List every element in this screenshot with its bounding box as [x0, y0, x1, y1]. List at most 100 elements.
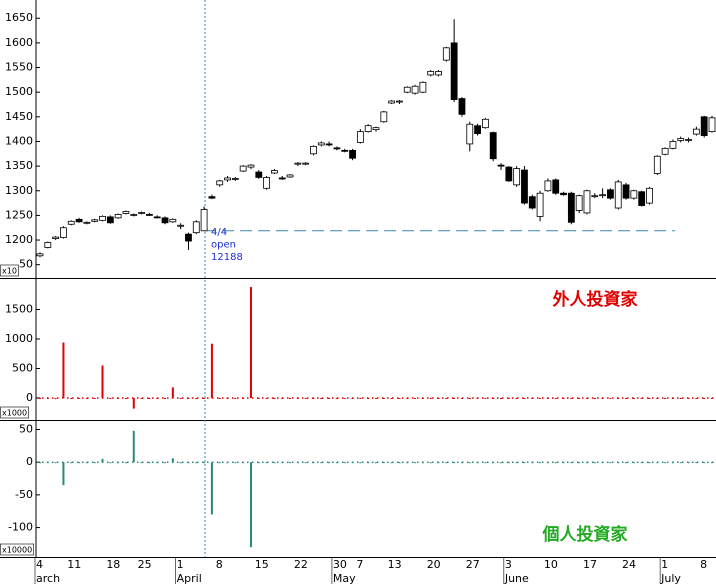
x-tick-label: 7 [356, 558, 363, 571]
bar [156, 462, 159, 464]
unit-box [0, 406, 29, 419]
candle-body [653, 155, 661, 174]
bar [601, 397, 604, 399]
bar [78, 462, 81, 464]
month-label: June [504, 572, 529, 584]
candle-body [458, 98, 466, 115]
candle-body [44, 242, 52, 248]
x-tick-label: 27 [466, 558, 480, 571]
bar [382, 462, 385, 464]
bar [640, 397, 643, 399]
bar [484, 462, 487, 464]
x-tick-label: 8 [700, 558, 707, 571]
bar [70, 462, 73, 464]
bar [375, 462, 377, 464]
bar [335, 462, 338, 464]
candle-body [692, 128, 700, 135]
candle-body [388, 100, 396, 104]
bar [578, 397, 581, 399]
bar [195, 397, 198, 399]
bar [406, 462, 409, 464]
candle-body [263, 177, 271, 189]
bar [382, 397, 385, 399]
candle-body [481, 118, 489, 129]
y-tick-label: 0 [26, 455, 33, 468]
bar [226, 462, 229, 464]
bar [679, 462, 682, 464]
bar [476, 397, 479, 399]
candle-body [489, 132, 497, 160]
x-tick-label: 20 [427, 558, 441, 571]
bar [460, 462, 463, 464]
month-label: April [177, 572, 202, 584]
bar [156, 397, 159, 399]
bar [257, 397, 260, 399]
candle-body [474, 125, 481, 134]
candle-body [380, 111, 388, 123]
x-tick-label: 11 [67, 558, 81, 571]
y-tick-label: 1300 [5, 184, 33, 197]
bar [210, 343, 213, 398]
candle-body [161, 217, 169, 224]
bar [468, 397, 471, 399]
candle-body [607, 189, 614, 199]
candle-body [208, 196, 216, 199]
candle-body [349, 149, 356, 159]
bar [164, 462, 167, 464]
y-tick-label: 1500 [5, 303, 33, 316]
bar [437, 397, 440, 399]
bar [179, 462, 182, 464]
bar [93, 462, 96, 464]
bar [343, 397, 346, 399]
candle-body [60, 227, 67, 238]
candle-body [286, 174, 294, 178]
y-tick-label: 50 [19, 423, 33, 436]
candle-body [216, 180, 224, 186]
candle-body [99, 215, 106, 221]
y-tick-label: -50 [15, 488, 33, 501]
bar [492, 462, 495, 464]
bar [625, 462, 628, 464]
candle-body [575, 195, 583, 211]
candle-body [255, 171, 263, 178]
candle-body [396, 100, 403, 103]
candle-body [583, 190, 591, 214]
bar [148, 397, 151, 399]
bar [62, 342, 65, 398]
bar [39, 462, 41, 464]
bar [101, 458, 104, 463]
y-tick-label: 50 [19, 258, 33, 271]
bar [78, 397, 81, 399]
bar [625, 397, 628, 399]
bar [335, 397, 338, 399]
y-tick-label: 1200 [5, 233, 33, 246]
x-tick-label: 1 [661, 558, 668, 571]
bar [585, 397, 588, 399]
candle-body [278, 177, 286, 180]
bar [523, 462, 526, 464]
candle-body [622, 184, 630, 199]
candle-body [177, 224, 185, 227]
bar [234, 397, 237, 399]
bar [539, 397, 542, 399]
bar [367, 462, 370, 464]
bar [601, 462, 604, 464]
bar [562, 462, 565, 464]
bar [703, 397, 706, 399]
candle-body [145, 214, 153, 216]
bar [554, 462, 557, 464]
x-tick-label: 17 [583, 558, 597, 571]
bar [406, 397, 409, 399]
candle-body [169, 218, 177, 223]
candle-body [497, 164, 505, 167]
bar [632, 397, 635, 399]
x-tick-label: 13 [388, 558, 402, 571]
bar [375, 397, 377, 399]
candle-body [646, 187, 653, 204]
bar [281, 397, 284, 399]
candle-body [106, 216, 114, 224]
bar [609, 462, 612, 464]
bar [445, 462, 448, 464]
bar [671, 397, 674, 399]
